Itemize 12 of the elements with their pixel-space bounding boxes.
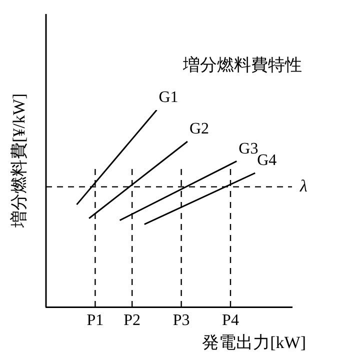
chart-title: 増分燃料費特性: [182, 55, 302, 74]
series-label: G4: [257, 152, 277, 170]
series-label: G2: [189, 120, 210, 138]
x-tick-label: P2: [124, 312, 141, 330]
x-tick-label: P4: [222, 312, 239, 330]
x-axis-title: 発電出力[kW]: [202, 332, 306, 352]
series-label: G3: [238, 140, 258, 158]
x-tick-label: P1: [86, 312, 104, 330]
y-axis-title: 増分燃料費[¥/kW]: [9, 93, 28, 229]
series-label: G1: [158, 89, 178, 106]
ref-line-label: λ: [299, 176, 308, 196]
x-tick-label: P3: [172, 312, 190, 330]
